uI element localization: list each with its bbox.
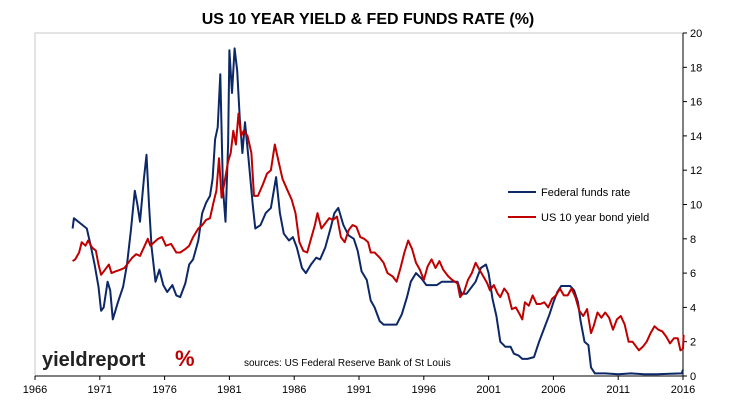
x-tick-label: 2001 xyxy=(476,384,500,396)
y-tick-label: 10 xyxy=(690,200,702,212)
y-tick-label: 2 xyxy=(690,337,696,349)
x-tick-label: 2011 xyxy=(606,384,630,396)
chart-title: US 10 YEAR YIELD & FED FUNDS RATE (%) xyxy=(202,11,535,28)
plot-frame xyxy=(34,32,684,377)
x-tick-label: 1991 xyxy=(347,384,371,396)
x-tick-group: 1966 1971 1976 1981 1986 1991 1996 2001 2006 2011… xyxy=(23,376,695,396)
series-line-10y-yield xyxy=(72,112,685,352)
series-line-fed-funds xyxy=(71,47,684,376)
x-tick-label: 1996 xyxy=(412,384,436,396)
y-tick-group: 0 2 4 6 8 10 12 14 16 18 20 xyxy=(683,28,702,383)
x-tick-label: 2016 xyxy=(671,384,695,396)
y-tick-label: 8 xyxy=(690,234,696,246)
x-tick-label: 1966 xyxy=(23,384,47,396)
legend-label-fed-funds: Federal funds rate xyxy=(541,187,630,199)
x-tick-label: 1986 xyxy=(282,384,306,396)
y-tick-label: 16 xyxy=(690,97,702,109)
x-tick-label: 1976 xyxy=(152,384,176,396)
x-tick-label: 1971 xyxy=(88,384,112,396)
source-annotation: sources: US Federal Reserve Bank of St L… xyxy=(244,358,451,369)
legend: Federal funds rate US 10 year bond yield xyxy=(508,187,649,224)
y-tick-label: 20 xyxy=(690,28,702,40)
logo-text: yieldreport xyxy=(42,349,146,371)
y-tick-label: 0 xyxy=(690,371,696,383)
y-tick-label: 14 xyxy=(690,131,702,143)
legend-label-10y-yield: US 10 year bond yield xyxy=(541,212,649,224)
y-tick-label: 12 xyxy=(690,165,702,177)
x-tick-label: 2006 xyxy=(541,384,565,396)
x-tick-label: 1981 xyxy=(217,384,241,396)
y-tick-label: 4 xyxy=(690,302,696,314)
logo: yieldreport % xyxy=(42,346,195,371)
y-tick-label: 18 xyxy=(690,62,702,74)
series-group xyxy=(71,47,685,376)
percent-logo-icon: % xyxy=(175,346,195,371)
y-tick-label: 6 xyxy=(690,268,696,280)
